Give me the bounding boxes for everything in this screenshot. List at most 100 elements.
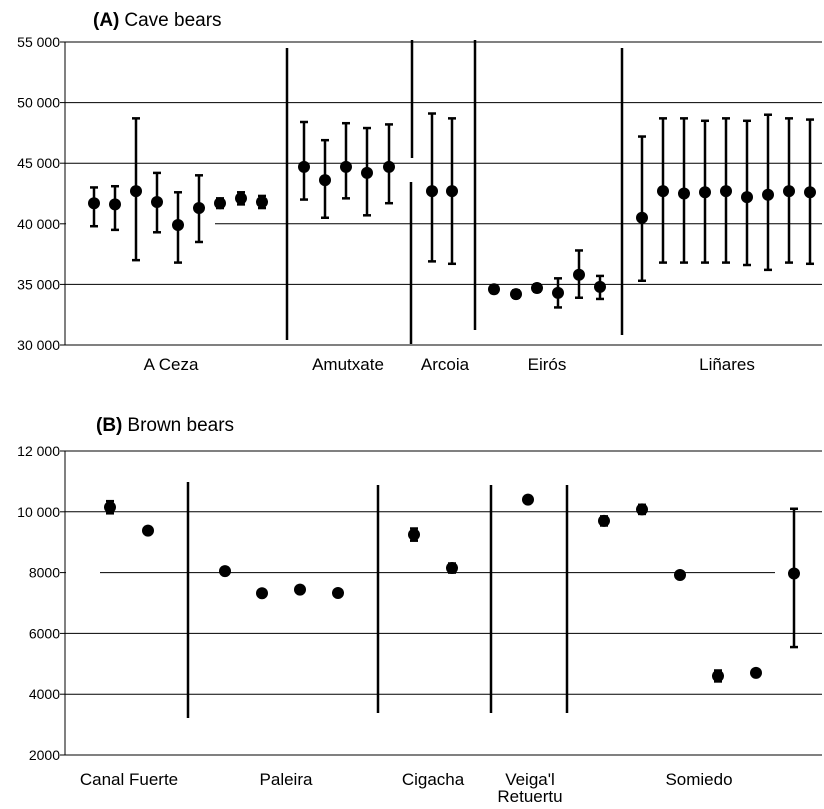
data-point-group bbox=[130, 117, 142, 262]
data-point-group bbox=[522, 493, 534, 506]
data-point bbox=[636, 503, 648, 516]
data-point bbox=[332, 586, 344, 599]
panel-b-y-axis: 2000 4000 6000 8000 10 000 12 000 bbox=[17, 443, 66, 763]
data-point-group bbox=[804, 118, 816, 266]
panel-b-title-text: Brown bears bbox=[127, 415, 234, 436]
category-label: A Ceza bbox=[144, 355, 199, 374]
panel-a-group-dividers bbox=[285, 40, 624, 344]
data-point-group bbox=[598, 514, 610, 527]
y-tick-label: 4000 bbox=[29, 686, 60, 702]
y-tick-label: 35 000 bbox=[17, 276, 60, 292]
data-point bbox=[522, 493, 534, 506]
data-point bbox=[657, 185, 669, 198]
data-point bbox=[235, 192, 247, 205]
panel-a-label: (A) bbox=[93, 10, 119, 31]
data-point-group bbox=[235, 191, 247, 206]
data-point bbox=[446, 562, 458, 575]
data-point bbox=[510, 288, 522, 301]
data-point-group bbox=[573, 249, 585, 299]
data-point bbox=[130, 185, 142, 198]
data-point-group bbox=[720, 117, 732, 264]
panel-a-cave-bears: (A) Cave bears 30 000 35 000 40 000 45 000 50… bbox=[17, 10, 822, 374]
data-point bbox=[531, 282, 543, 295]
panel-b-label: (B) bbox=[96, 415, 122, 436]
category-label: Eirós bbox=[528, 355, 567, 374]
data-point bbox=[674, 569, 686, 582]
data-point-group bbox=[319, 138, 331, 219]
y-tick-label: 8000 bbox=[29, 565, 60, 581]
data-point-group bbox=[674, 569, 686, 582]
data-point-group bbox=[88, 186, 100, 228]
data-point-group bbox=[383, 123, 395, 205]
data-point-group bbox=[256, 587, 268, 600]
panel-a-x-axis: A Ceza Amutxate Arcoia Eirós Liñares bbox=[144, 355, 755, 374]
data-point bbox=[741, 191, 753, 204]
category-label: Somiedo bbox=[665, 770, 732, 789]
category-label: Liñares bbox=[699, 355, 755, 374]
y-tick-label: 30 000 bbox=[17, 337, 60, 353]
y-tick-label: 6000 bbox=[29, 625, 60, 641]
data-point bbox=[783, 185, 795, 198]
y-tick-label: 45 000 bbox=[17, 155, 60, 171]
data-point-group bbox=[636, 135, 648, 283]
data-point bbox=[294, 583, 306, 596]
data-point-group bbox=[788, 507, 800, 649]
data-point-group bbox=[340, 121, 352, 200]
data-point bbox=[319, 174, 331, 187]
data-point-group bbox=[142, 524, 154, 537]
panel-b-gridlines bbox=[65, 450, 822, 756]
data-point-group bbox=[172, 191, 184, 264]
y-tick-label: 12 000 bbox=[17, 443, 60, 459]
data-point bbox=[340, 160, 352, 173]
data-point-group bbox=[594, 274, 606, 301]
data-point-group bbox=[214, 197, 226, 210]
panel-a-series bbox=[88, 112, 816, 309]
y-tick-label: 55 000 bbox=[17, 34, 60, 50]
y-tick-label: 2000 bbox=[29, 747, 60, 763]
data-point bbox=[804, 186, 816, 199]
data-point-group bbox=[151, 171, 163, 234]
data-point bbox=[298, 160, 310, 173]
panel-b-x-axis: Canal Fuerte Paleira Cigacha Veiga'lRetuert… bbox=[80, 770, 733, 806]
data-point-group bbox=[219, 565, 231, 578]
panel-b-series bbox=[104, 493, 800, 683]
panel-b-title: (B) Brown bears bbox=[96, 415, 234, 436]
panel-b-group-dividers bbox=[186, 482, 569, 718]
data-point bbox=[151, 195, 163, 208]
panel-a-title-text: Cave bears bbox=[124, 10, 221, 31]
y-tick-label: 40 000 bbox=[17, 216, 60, 232]
category-label: Canal Fuerte bbox=[80, 770, 178, 789]
data-point bbox=[720, 185, 732, 198]
data-point bbox=[142, 524, 154, 537]
data-point bbox=[750, 666, 762, 679]
data-point bbox=[88, 197, 100, 210]
data-point-group bbox=[446, 117, 458, 266]
data-point bbox=[426, 185, 438, 198]
data-point bbox=[699, 186, 711, 199]
data-point bbox=[788, 567, 800, 580]
data-point-group bbox=[426, 112, 438, 263]
data-point-group bbox=[488, 283, 500, 296]
data-point bbox=[488, 283, 500, 296]
y-tick-label: 50 000 bbox=[17, 95, 60, 111]
data-point-group bbox=[109, 184, 121, 232]
data-point bbox=[678, 187, 690, 200]
data-point-group bbox=[699, 119, 711, 264]
data-point-group bbox=[783, 117, 795, 264]
data-point bbox=[552, 286, 564, 299]
category-label: Veiga'l bbox=[505, 770, 555, 789]
data-point bbox=[712, 669, 724, 682]
data-point bbox=[256, 195, 268, 208]
data-point-group bbox=[510, 288, 522, 301]
data-point-group bbox=[193, 174, 205, 244]
data-point bbox=[594, 280, 606, 293]
data-point-group bbox=[256, 194, 268, 210]
data-point bbox=[408, 528, 420, 541]
category-label: Cigacha bbox=[402, 770, 465, 789]
category-label: Arcoia bbox=[421, 355, 470, 374]
data-point-group bbox=[657, 117, 669, 264]
data-point-group bbox=[104, 499, 116, 515]
data-point bbox=[446, 185, 458, 198]
category-label: Paleira bbox=[260, 770, 313, 789]
